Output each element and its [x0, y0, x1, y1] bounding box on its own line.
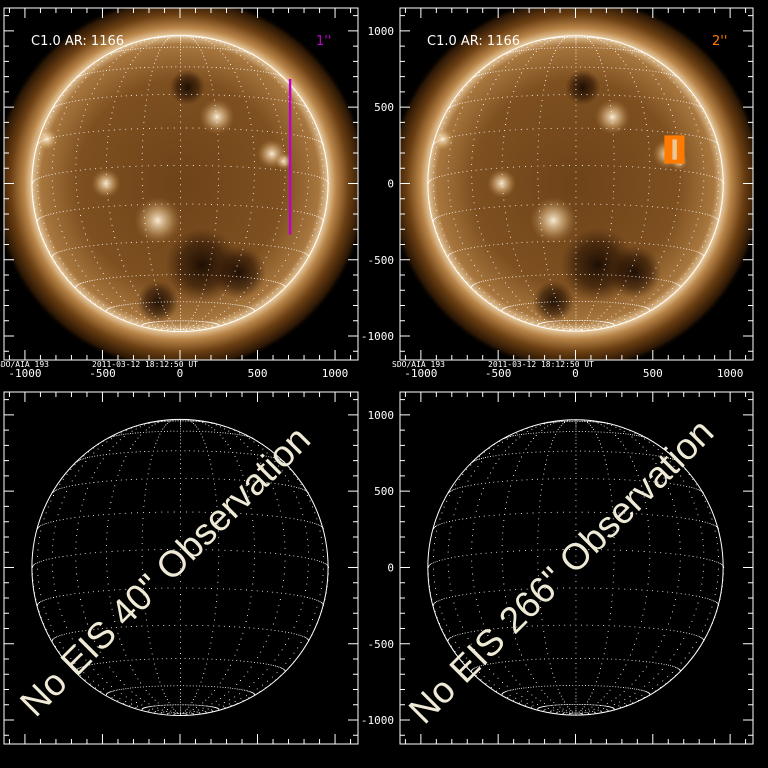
- slit-width-label: 2'': [712, 34, 727, 49]
- active-region: [594, 99, 631, 135]
- y-tick-label: 0: [387, 561, 394, 574]
- y-tick-label: -1000: [361, 714, 394, 727]
- heliographic-grid: [427, 35, 725, 331]
- active-region: [274, 152, 293, 171]
- axis-ticks: [400, 392, 753, 744]
- footer-time: 2011-03-12 18:12:50 UT: [488, 360, 594, 369]
- x-tick-label: -500: [89, 367, 116, 380]
- axes-frame: [3, 7, 359, 361]
- footer-time: 2011-03-12 18:12:50 UT: [92, 360, 198, 369]
- x-tick-label: -500: [485, 367, 512, 380]
- active-region: [199, 99, 235, 135]
- x-tick-label: 500: [248, 367, 268, 380]
- panel-top-left: -1000 -500 0 500 1000 C1.0 AR: 1166 1'' SDO/AIA…: [0, 7, 359, 380]
- no-observation-message: No EIS 266" Observation: [401, 411, 721, 731]
- y-tick-label: 1000: [368, 25, 395, 38]
- panel-top-right: -1000 -500 0 500 1000 -1000 -500 0 500 1000 C1.0 A…: [361, 7, 754, 380]
- corona: [400, 8, 753, 360]
- coronal-hole: [565, 69, 601, 106]
- slit-width-label: 1'': [316, 34, 331, 49]
- axes-frame: [3, 391, 359, 745]
- axis-ticks: [4, 8, 358, 360]
- heliographic-grid: [427, 419, 725, 715]
- axes-frame: [399, 391, 754, 745]
- heliographic-grid: [31, 418, 329, 715]
- coronal-hole: [607, 245, 662, 299]
- active-region: [529, 196, 577, 245]
- x-tick-label: 1000: [322, 367, 349, 380]
- flare-label: C1.0 AR: 1166: [427, 34, 520, 49]
- x-tick-label: 1000: [717, 367, 744, 380]
- no-observation-message: No EIS 40" Observation: [12, 418, 318, 724]
- footer-instrument: SDO/AIA 193: [0, 360, 49, 369]
- axes-frame: [399, 7, 754, 361]
- heliographic-grid: [31, 34, 329, 331]
- active-region: [91, 168, 121, 199]
- corona: [4, 8, 358, 360]
- footer-instrument: SDO/AIA 193: [392, 360, 445, 369]
- y-tick-label: 0: [387, 177, 394, 190]
- x-tick-label: -1000: [404, 367, 437, 380]
- y-tick-label: -500: [368, 638, 395, 651]
- active-region: [134, 196, 182, 245]
- y-tick-label: -1000: [361, 330, 394, 343]
- y-tick-label: 500: [374, 485, 394, 498]
- active-region: [486, 168, 517, 199]
- axis-ticks: [4, 392, 358, 744]
- coronal-hole: [169, 69, 206, 105]
- panel-bottom-right: -1000 -500 0 500 1000 No EIS 266" Observation: [361, 391, 754, 745]
- x-tick-label: 0: [177, 367, 184, 380]
- x-tick-label: 0: [572, 367, 579, 380]
- y-tick-label: 500: [374, 101, 394, 114]
- sun-image: [400, 8, 753, 360]
- x-tick-label: -1000: [8, 367, 41, 380]
- sun-image: [4, 8, 358, 360]
- y-tick-label: 1000: [368, 409, 395, 422]
- axis-ticks: [400, 8, 753, 360]
- y-tick-label: -500: [368, 254, 395, 267]
- coronal-hole: [212, 245, 266, 299]
- eis-raster-slit: [672, 139, 677, 160]
- flare-label: C1.0 AR: 1166: [31, 34, 124, 49]
- panel-bottom-left: No EIS 40" Observation: [3, 391, 359, 745]
- x-tick-label: 500: [643, 367, 663, 380]
